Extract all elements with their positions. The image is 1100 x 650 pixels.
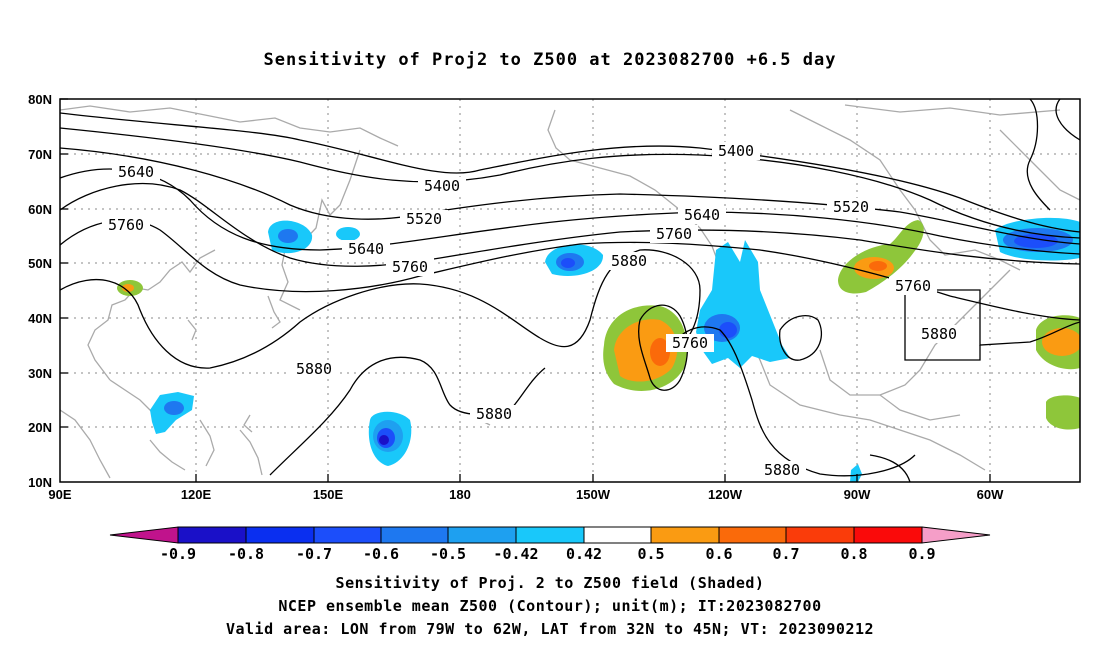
contour-label: 5880 [764, 461, 800, 479]
caption-shaded: Sensitivity of Proj. 2 to Z500 field (Sh… [335, 574, 765, 592]
colorbar-swatch [313, 526, 382, 544]
lat-label: 10N [28, 475, 52, 490]
colorbar-label: 0.9 [908, 545, 935, 563]
sensitivity-shading [117, 217, 1080, 482]
colorbar-swatch [177, 526, 247, 544]
contour-label: 5760 [392, 258, 428, 276]
axis-ticks [60, 98, 991, 482]
colorbar-high-extension [921, 526, 991, 544]
colorbar [109, 526, 991, 544]
contour-label: 5760 [656, 225, 692, 243]
lon-label: 60W [977, 487, 1004, 502]
lon-label: 90W [844, 487, 871, 502]
latitude-labels: 80N 70N 60N 50N 40N 30N 20N 10N [28, 92, 52, 490]
colorbar-label: 0.8 [840, 545, 867, 563]
lat-label: 60N [28, 202, 52, 217]
colorbar-label: -0.42 [493, 545, 538, 563]
lat-label: 40N [28, 311, 52, 326]
colorbar-swatch [515, 526, 585, 544]
contour-labels: 5640 5760 5400 5520 5640 5760 5880 5880 … [102, 142, 963, 479]
contour-label: 5640 [118, 163, 154, 181]
contour-label: 5520 [406, 210, 442, 228]
lon-label: 150E [313, 487, 344, 502]
lon-label: 90E [48, 487, 71, 502]
colorbar-swatch [785, 526, 855, 544]
colorbar-swatch [447, 526, 517, 544]
map-title: Sensitivity of Proj2 to Z500 at 20230827… [263, 50, 837, 70]
colorbar-labels: -0.9 -0.8 -0.7 -0.6 -0.5 -0.42 0.42 0.5 … [160, 545, 936, 563]
plot-frame [59, 98, 1081, 483]
colorbar-label: 0.5 [637, 545, 664, 563]
lon-label: 120E [181, 487, 212, 502]
graticule [60, 99, 1080, 482]
colorbar-swatch [245, 526, 315, 544]
colorbar-label: -0.9 [160, 545, 196, 563]
longitude-labels: 90E 120E 150E 180 150W 120W 90W 60W [48, 487, 1004, 502]
colorbar-label: -0.5 [430, 545, 466, 563]
contour-label: 5400 [424, 177, 460, 195]
lon-label: 180 [449, 487, 471, 502]
lon-label: 150W [576, 487, 611, 502]
colorbar-label: 0.7 [772, 545, 799, 563]
lat-label: 70N [28, 147, 52, 162]
lat-label: 20N [28, 420, 52, 435]
lat-label: 50N [28, 256, 52, 271]
colorbar-swatch [853, 526, 923, 544]
colorbar-low-extension [109, 526, 179, 544]
colorbar-label: 0.42 [566, 545, 602, 563]
colorbar-label: 0.6 [705, 545, 732, 563]
contour-label: 5400 [718, 142, 754, 160]
lon-label: 120W [708, 487, 743, 502]
contour-label: 5760 [108, 216, 144, 234]
lat-label: 80N [28, 92, 52, 107]
contour-label: 5880 [296, 360, 332, 378]
colorbar-swatch [583, 526, 652, 544]
colorbar-label: -0.6 [363, 545, 399, 563]
colorbar-swatch [380, 526, 449, 544]
contour-label: 5640 [684, 206, 720, 224]
caption-contour: NCEP ensemble mean Z500 (Contour); unit(… [278, 597, 822, 615]
caption-valid-area: Valid area: LON from 79W to 62W, LAT fro… [225, 620, 875, 638]
colorbar-swatch [650, 526, 720, 544]
lat-label: 30N [28, 366, 52, 381]
contour-label: 5760 [672, 334, 708, 352]
colorbar-label: -0.8 [228, 545, 264, 563]
contour-label: 5880 [921, 325, 957, 343]
contour-label: 5880 [611, 252, 647, 270]
contour-label: 5640 [348, 240, 384, 258]
colorbar-label: -0.7 [296, 545, 332, 563]
colorbar-swatch [718, 526, 787, 544]
contour-label: 5520 [833, 198, 869, 216]
contour-label: 5880 [476, 405, 512, 423]
z500-contours [60, 99, 1080, 482]
contour-label: 5760 [895, 277, 931, 295]
